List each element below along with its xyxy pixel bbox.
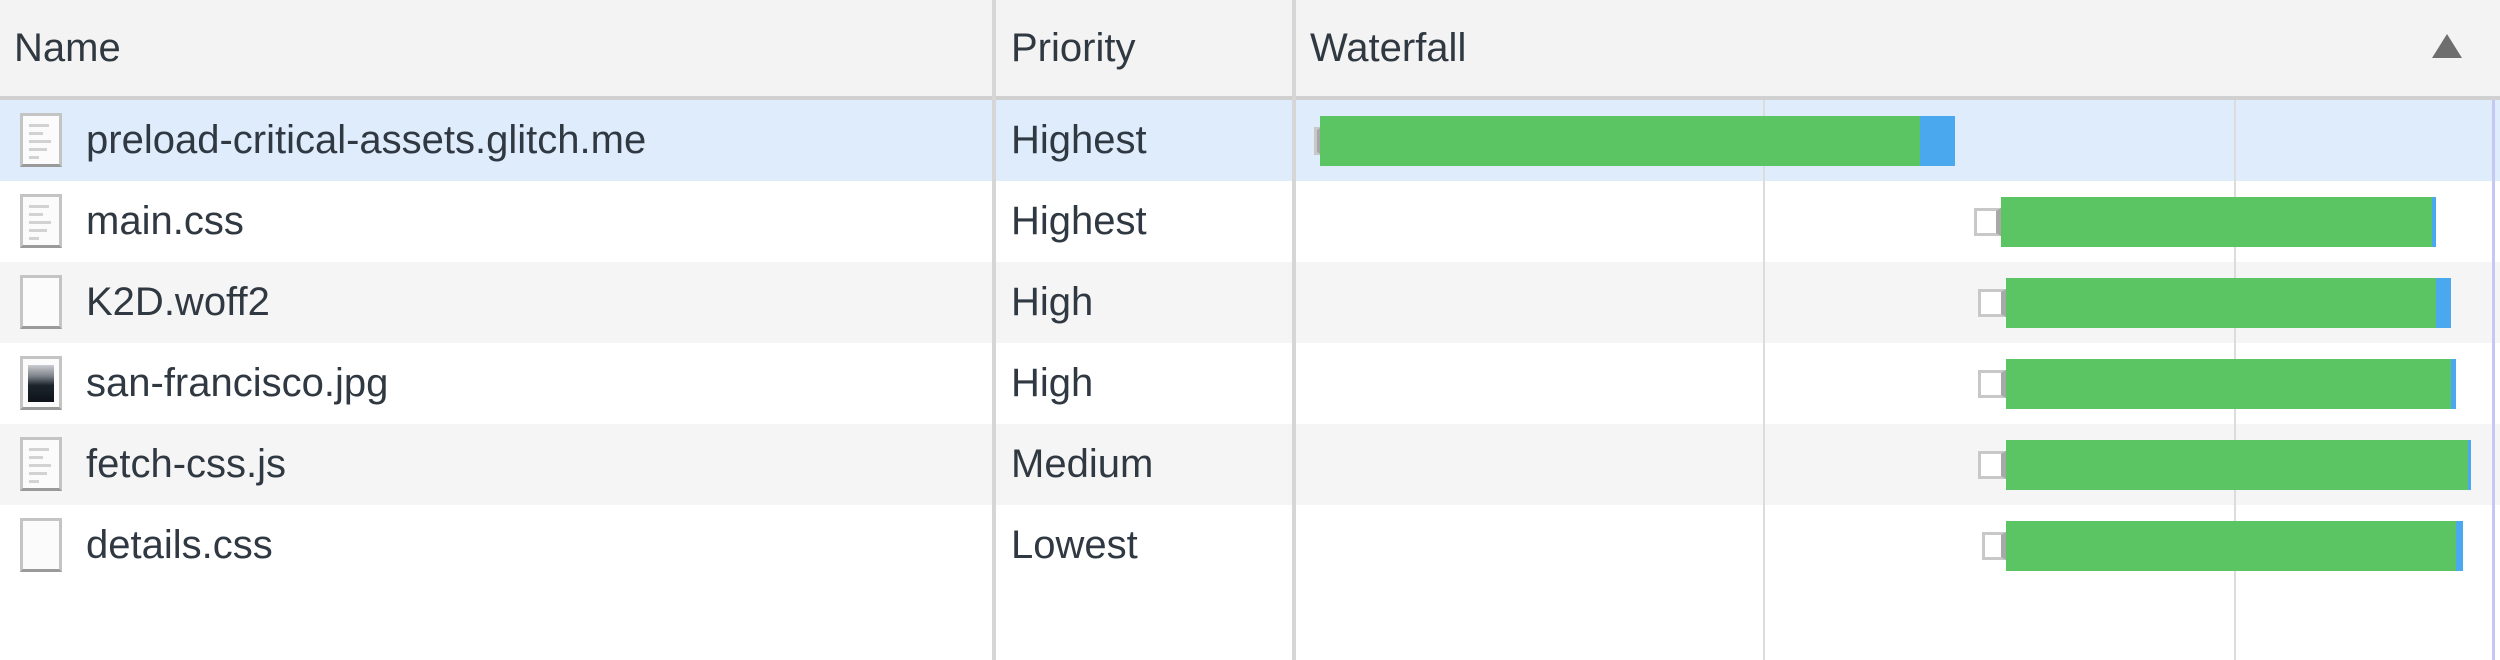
request-name[interactable]: details.css <box>86 523 273 567</box>
waterfall-download-segment[interactable] <box>2436 278 2451 328</box>
document-icon <box>20 437 62 491</box>
blank-file-icon <box>20 275 62 329</box>
column-header-waterfall[interactable]: Waterfall <box>1310 26 1467 70</box>
request-row[interactable]: preload-critical-assets.glitch.me Highest <box>0 100 2500 181</box>
waterfall-waiting-segment[interactable] <box>2005 278 2437 328</box>
request-name[interactable]: preload-critical-assets.glitch.me <box>86 118 647 162</box>
timeline-marker-line <box>2492 100 2495 660</box>
blank-file-icon <box>20 518 62 572</box>
waterfall-queued-segment[interactable] <box>1978 451 2006 479</box>
waterfall-waiting-segment[interactable] <box>2005 359 2451 409</box>
waterfall-download-segment[interactable] <box>2455 521 2463 571</box>
request-name[interactable]: main.css <box>86 199 244 243</box>
waterfall-queued-segment[interactable] <box>1981 532 2006 560</box>
waterfall-waiting-segment[interactable] <box>2005 440 2468 490</box>
request-priority: High <box>1011 280 1094 324</box>
column-header-name[interactable]: Name <box>14 26 121 70</box>
request-name[interactable]: fetch-css.js <box>86 442 287 486</box>
waterfall-queued-segment[interactable] <box>1978 370 2006 398</box>
table-header: Name Priority Waterfall <box>0 0 2500 100</box>
waterfall-waiting-segment[interactable] <box>2005 521 2456 571</box>
request-row[interactable]: details.css Lowest <box>0 505 2500 586</box>
waterfall-download-segment[interactable] <box>2450 359 2456 409</box>
column-divider-name-priority[interactable] <box>992 0 996 660</box>
waterfall-download-segment[interactable] <box>2467 440 2471 490</box>
waterfall-download-segment[interactable] <box>1920 116 1956 166</box>
request-priority: Highest <box>1011 199 1147 243</box>
request-priority: Highest <box>1011 118 1147 162</box>
waterfall-queued-segment[interactable] <box>1974 208 2001 236</box>
request-priority: High <box>1011 361 1094 405</box>
request-name[interactable]: K2D.woff2 <box>86 280 270 324</box>
request-row[interactable]: san-francisco.jpg High <box>0 343 2500 424</box>
waterfall-gridline <box>1763 100 1766 660</box>
request-priority: Lowest <box>1011 523 1138 567</box>
request-priority: Medium <box>1011 442 1154 486</box>
waterfall-waiting-segment[interactable] <box>1320 116 1921 166</box>
document-icon <box>20 194 62 248</box>
waterfall-queued-segment[interactable] <box>1978 289 2006 317</box>
image-thumbnail-icon <box>20 356 62 410</box>
waterfall-waiting-segment[interactable] <box>2000 197 2432 247</box>
document-icon <box>20 113 62 167</box>
waterfall-download-segment[interactable] <box>2431 197 2437 247</box>
column-divider-priority-waterfall[interactable] <box>1292 0 1296 660</box>
column-header-priority[interactable]: Priority <box>1011 26 1136 70</box>
request-name[interactable]: san-francisco.jpg <box>86 361 389 405</box>
sort-triangle-up-icon[interactable] <box>2432 34 2462 58</box>
waterfall-queued-segment[interactable] <box>1314 127 1323 155</box>
request-row[interactable]: main.css Highest <box>0 181 2500 262</box>
